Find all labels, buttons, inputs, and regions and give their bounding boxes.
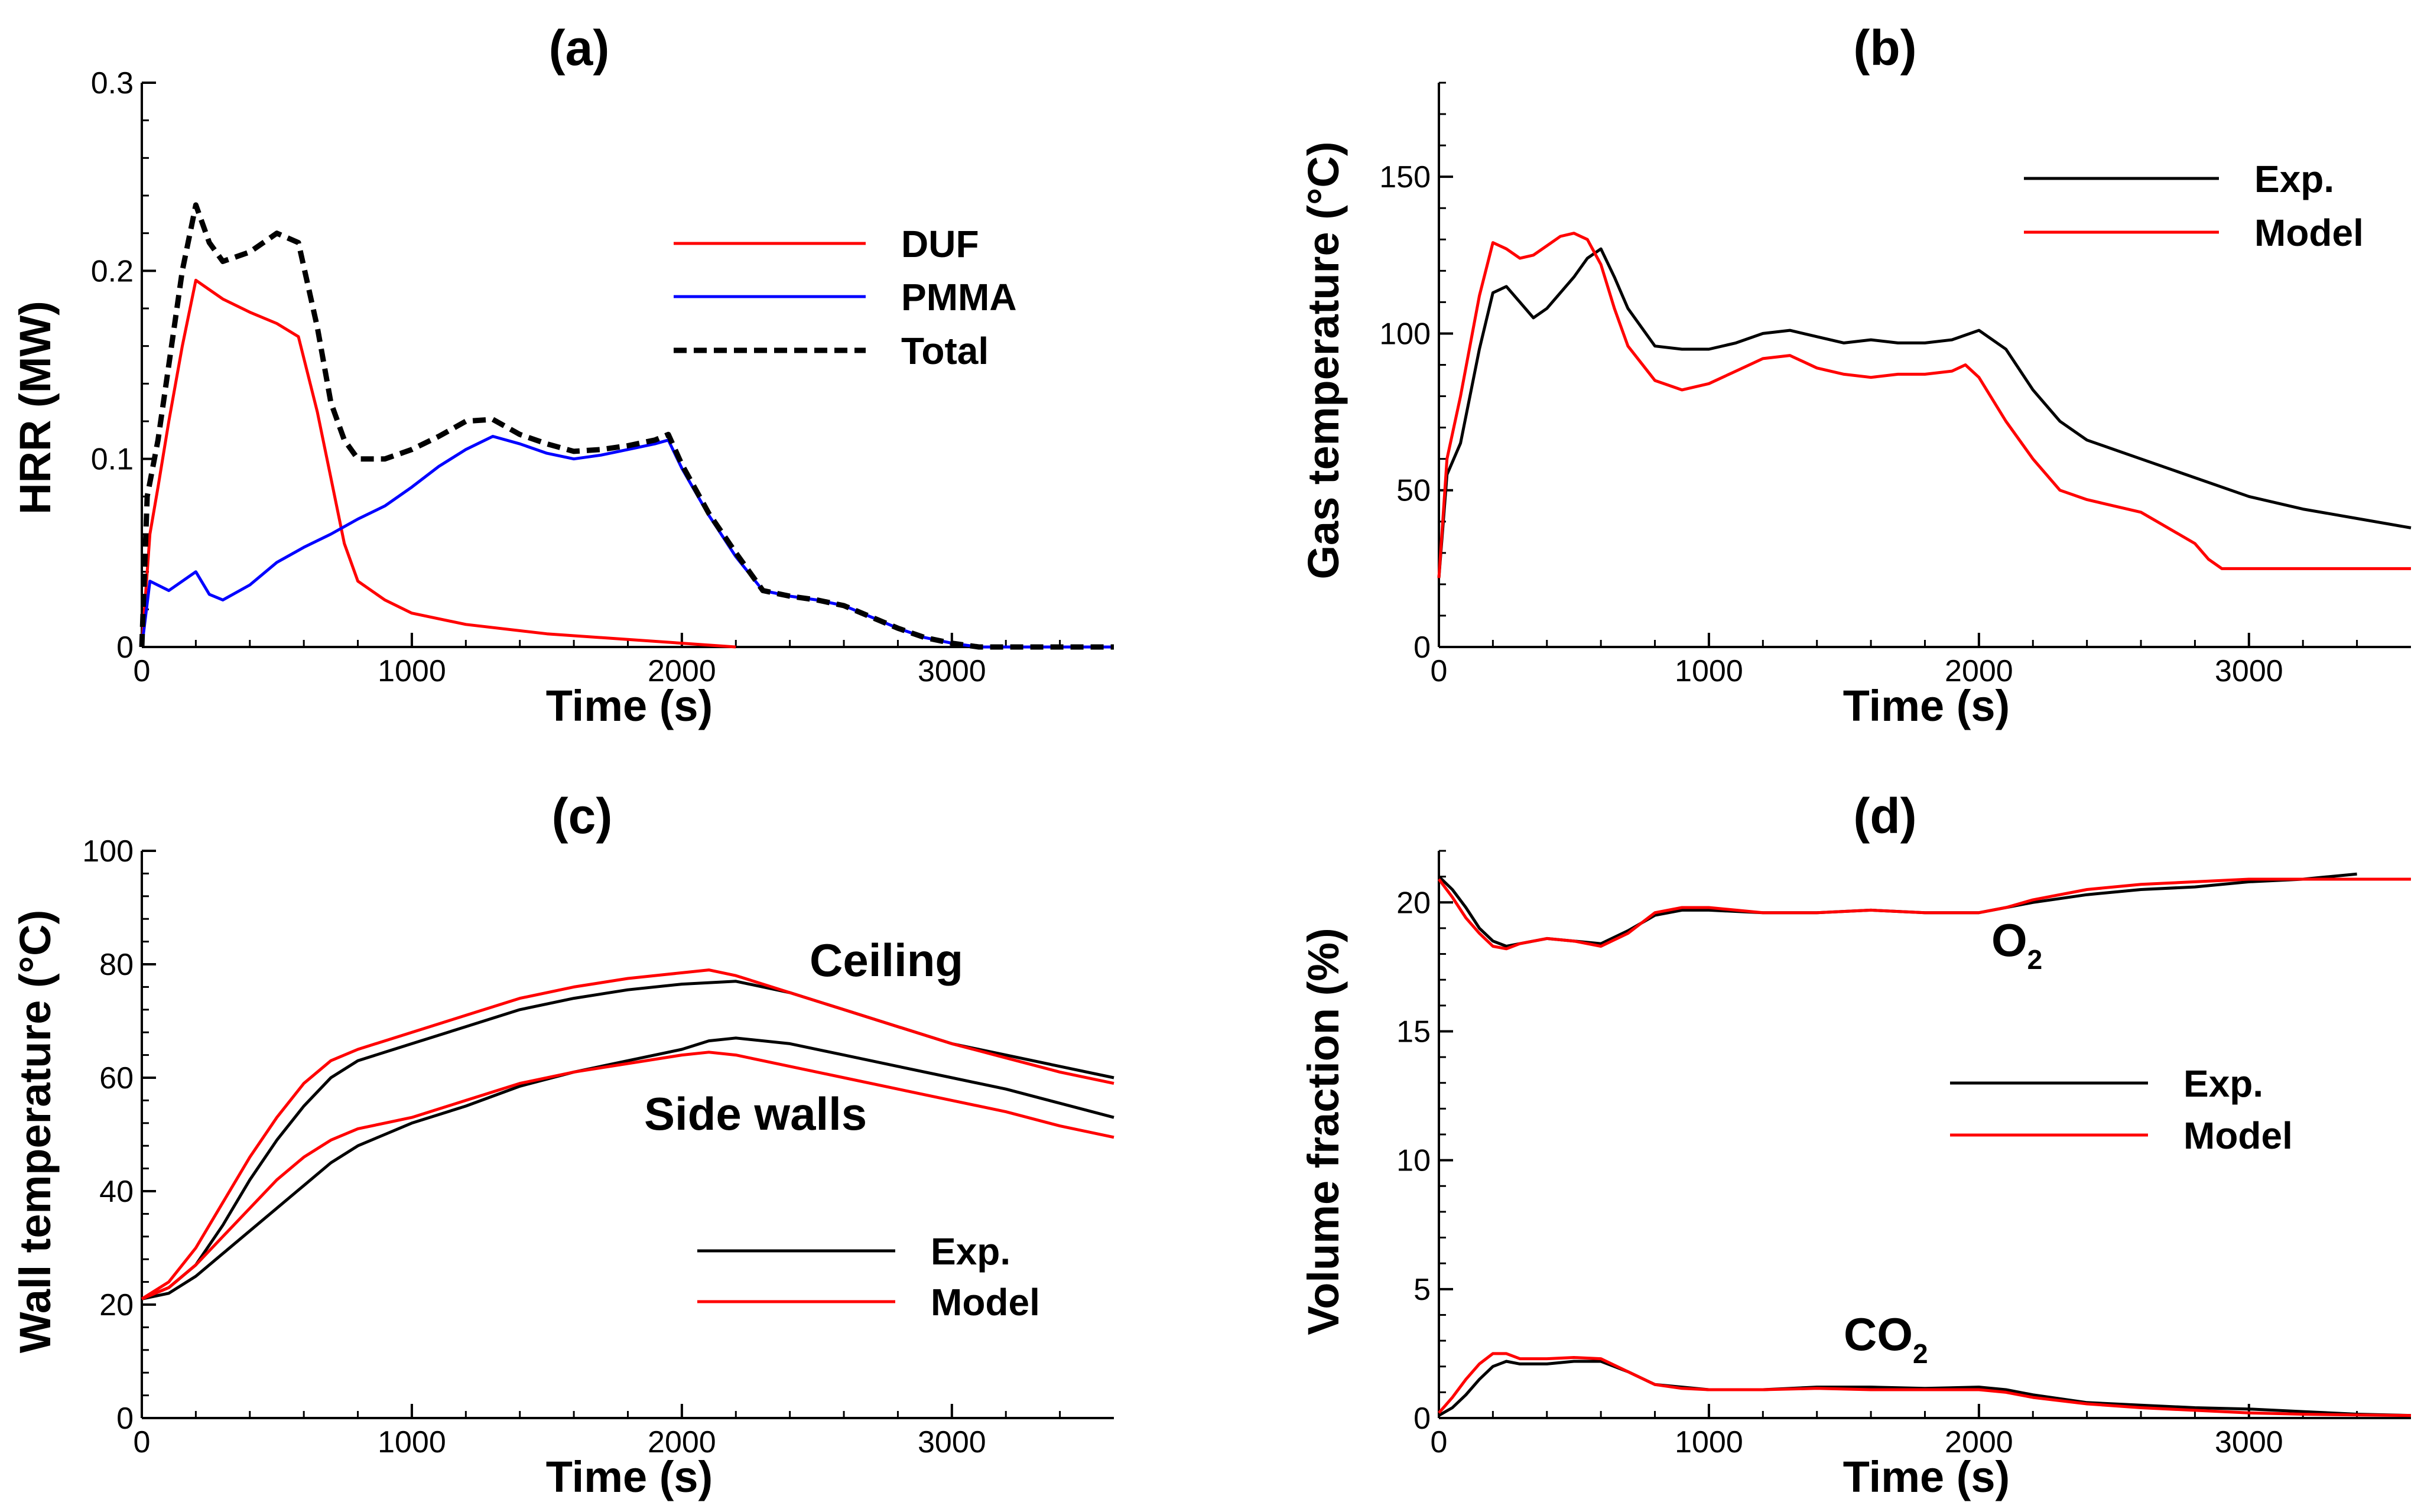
x-tick-label: 2000 [648, 654, 716, 688]
y-tick-label: 0.3 [91, 66, 134, 100]
x-tick-label: 3000 [2215, 1425, 2283, 1459]
series-line-model-co2 [1438, 1352, 2412, 1417]
panel-b-title: (b) [1853, 20, 1916, 76]
panel-a-ylabel: HRR (MW) [11, 301, 60, 515]
legend-label-exp: Exp. [2254, 158, 2334, 200]
x-tick-label: 2000 [1945, 1425, 2013, 1459]
panel-a-xlabel: Time (s) [546, 681, 713, 730]
series-line-model [141, 968, 1114, 1300]
y-tick-label: 0 [116, 1402, 134, 1436]
panel-b-legend: Exp. Model [2024, 158, 2364, 254]
y-tick-label: 50 [1396, 474, 1431, 508]
panel-d-ylabel: Volume fraction (%) [1299, 928, 1348, 1335]
annotation-o2-text: O [1991, 914, 2027, 966]
series-line-exp [1437, 247, 2412, 578]
legend-label-total: Total [901, 330, 989, 372]
annotation-co2: CO2 [1844, 1308, 1928, 1369]
x-tick-label: 3000 [918, 654, 986, 688]
panel-c-title: (c) [552, 788, 613, 844]
x-tick-label: 2000 [1945, 654, 2013, 688]
series-line-model-side-walls [141, 1051, 1114, 1300]
annotation-co2-subscript: 2 [1913, 1338, 1928, 1369]
x-tick-label: 1000 [1675, 1425, 1743, 1459]
panel-c-xlabel: Time (s) [546, 1452, 713, 1501]
x-tick-label: 0 [134, 1425, 151, 1459]
legend-label-pmma: PMMA [901, 276, 1017, 318]
x-tick-label: 0 [1431, 1425, 1448, 1459]
x-tick-label: 3000 [918, 1425, 986, 1459]
x-tick-label: 1000 [378, 1425, 446, 1459]
y-tick-label: 20 [1396, 886, 1431, 920]
series-line-model [1437, 877, 2411, 951]
x-tick-label: 1000 [1675, 654, 1743, 688]
panel-a-legend: DUF PMMA Total [674, 223, 1017, 372]
legend-label-exp: Exp. [2183, 1062, 2263, 1105]
y-tick-label: 5 [1413, 1273, 1431, 1307]
y-tick-label: 100 [82, 834, 134, 869]
legend-label-duf: DUF [901, 223, 979, 265]
y-tick-label: 0.2 [91, 254, 134, 288]
panel-d-title: (d) [1853, 788, 1916, 844]
annotation-ceiling: Ceiling [810, 934, 963, 986]
y-tick-label: 20 [99, 1288, 134, 1322]
x-tick-label: 3000 [2215, 654, 2283, 688]
x-tick-label: 0 [134, 654, 151, 688]
annotation-o2: O2 [1991, 914, 2042, 975]
panel-d: (d) Time (s) Volume fraction (%) O2 CO2 … [1299, 788, 2412, 1501]
y-tick-label: 80 [99, 948, 134, 982]
annotation-co2-text: CO [1844, 1308, 1913, 1360]
legend-label-model: Model [2183, 1114, 2293, 1157]
y-tick-label: 10 [1396, 1144, 1431, 1178]
y-tick-label: 0 [116, 630, 134, 665]
panel-c-ylabel: Wall temperature (°C) [11, 910, 60, 1354]
y-tick-label: 40 [99, 1175, 134, 1209]
y-tick-label: 60 [99, 1061, 134, 1095]
series-line-model [1437, 232, 2411, 578]
annotation-o2-subscript: 2 [2027, 944, 2043, 975]
x-tick-label: 0 [1431, 654, 1448, 688]
y-tick-label: 15 [1396, 1014, 1431, 1049]
panel-d-xlabel: Time (s) [1843, 1452, 2010, 1501]
y-tick-label: 0.1 [91, 443, 134, 477]
panel-b-ylabel: Gas temperature (°C) [1299, 141, 1348, 579]
series-line-exp-side-walls [141, 1036, 1114, 1300]
legend-label-exp: Exp. [931, 1230, 1010, 1273]
y-tick-label: 100 [1379, 317, 1431, 351]
panel-a: (a) Time (s) HRR (MW) DUF PMMA Total 0 10… [11, 20, 1114, 730]
series-line-duf [140, 278, 736, 649]
y-tick-label: 0 [1413, 630, 1431, 665]
x-tick-label: 2000 [648, 1425, 716, 1459]
annotation-side-walls: Side walls [644, 1088, 867, 1140]
x-tick-label: 1000 [378, 654, 446, 688]
legend-label-model: Model [931, 1281, 1040, 1324]
panel-d-legend: Exp. Model [1950, 1062, 2293, 1157]
y-tick-label: 150 [1379, 160, 1431, 194]
panel-c: (c) Time (s) Wall temperature (°C) Ceili… [11, 788, 1114, 1501]
panel-c-legend: Exp. Model [697, 1230, 1040, 1324]
panel-b-xlabel: Time (s) [1843, 681, 2010, 730]
panel-a-title: (a) [549, 20, 610, 76]
panel-b: (b) Time (s) Gas temperature (°C) Exp. M… [1299, 20, 2412, 730]
y-tick-label: 0 [1413, 1402, 1431, 1436]
legend-label-model: Model [2254, 212, 2364, 254]
